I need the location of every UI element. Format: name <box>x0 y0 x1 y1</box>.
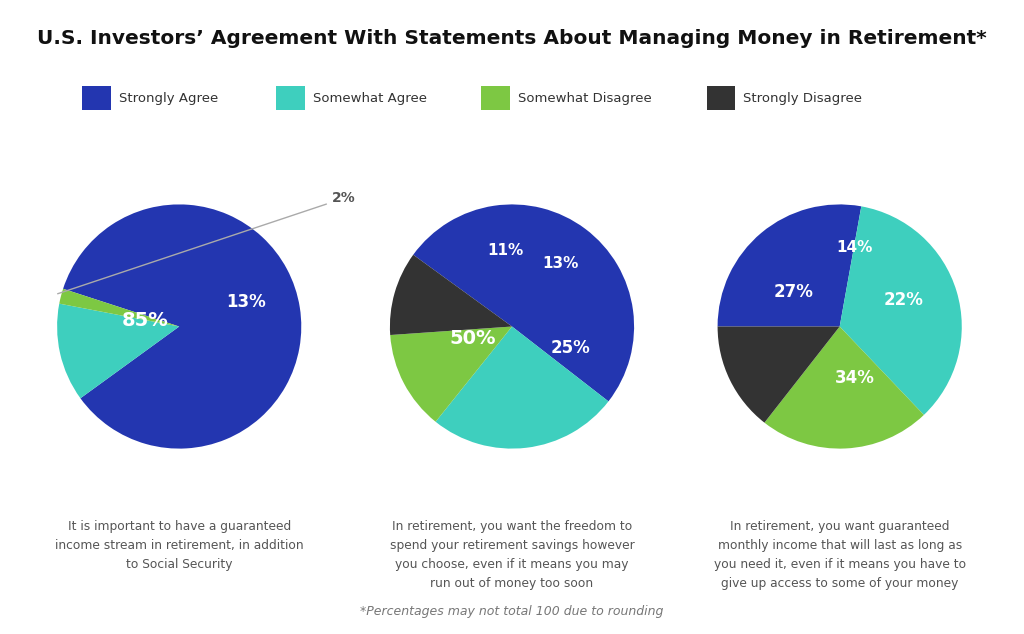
Wedge shape <box>390 327 512 422</box>
Text: Strongly Agree: Strongly Agree <box>119 92 218 105</box>
Wedge shape <box>390 255 512 335</box>
Text: Somewhat Disagree: Somewhat Disagree <box>518 92 652 105</box>
Text: U.S. Investors’ Agreement With Statements About Managing Money in Retirement*: U.S. Investors’ Agreement With Statement… <box>37 29 987 48</box>
Wedge shape <box>414 204 634 401</box>
Text: 14%: 14% <box>837 240 872 255</box>
Wedge shape <box>63 204 301 449</box>
Text: 27%: 27% <box>773 283 813 301</box>
Text: 50%: 50% <box>450 329 497 348</box>
Text: Somewhat Agree: Somewhat Agree <box>313 92 427 105</box>
Wedge shape <box>765 327 924 449</box>
Text: 13%: 13% <box>543 256 579 271</box>
Text: *Percentages may not total 100 due to rounding: *Percentages may not total 100 due to ro… <box>360 605 664 618</box>
Text: 2%: 2% <box>57 191 355 294</box>
Text: 85%: 85% <box>122 311 168 330</box>
Wedge shape <box>718 204 861 327</box>
Text: It is important to have a guaranteed
income stream in retirement, in addition
to: It is important to have a guaranteed inc… <box>55 520 303 571</box>
Text: 25%: 25% <box>551 339 591 358</box>
Wedge shape <box>435 327 608 449</box>
Text: 22%: 22% <box>884 290 923 309</box>
Text: In retirement, you want guaranteed
monthly income that will last as long as
you : In retirement, you want guaranteed month… <box>714 520 966 590</box>
Text: 34%: 34% <box>835 369 874 387</box>
Text: Strongly Disagree: Strongly Disagree <box>743 92 862 105</box>
Wedge shape <box>59 288 179 327</box>
Wedge shape <box>57 304 179 398</box>
Text: 13%: 13% <box>226 293 266 311</box>
Wedge shape <box>840 206 962 415</box>
Wedge shape <box>718 327 840 423</box>
Text: In retirement, you want the freedom to
spend your retirement savings however
you: In retirement, you want the freedom to s… <box>389 520 635 590</box>
Text: 11%: 11% <box>487 243 524 258</box>
